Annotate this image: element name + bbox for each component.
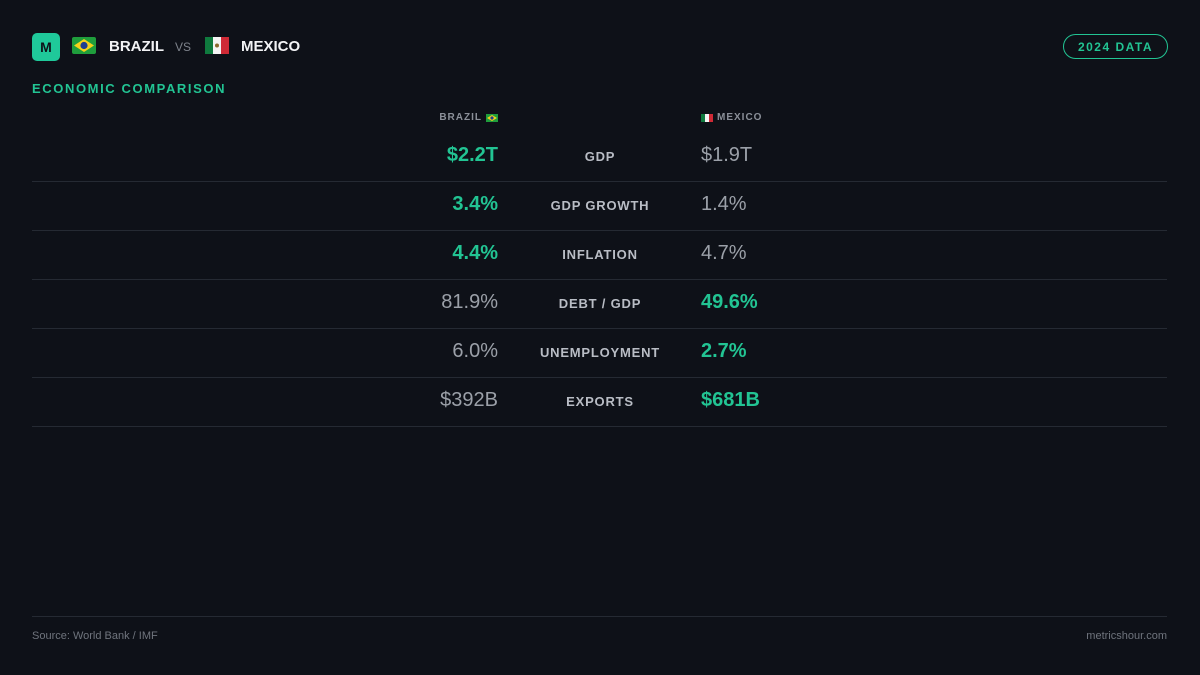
table-row: $2.2T GDP $1.9T (32, 132, 1167, 182)
mexico-flag (701, 113, 713, 122)
versus: VS (175, 40, 192, 54)
source: Source: World Bank / IMF (32, 630, 158, 642)
metric-label: INFLATION (562, 247, 638, 262)
brazil-value: $392B (440, 389, 498, 411)
brazil-value: $2.2T (446, 144, 498, 166)
metric-label: GDP (584, 149, 616, 164)
mexico-flag (205, 37, 229, 54)
metric-label: EXPORTS (566, 394, 634, 409)
metric-label: DEBT / GDP (558, 296, 642, 311)
left-country: BRAZIL (109, 38, 164, 55)
divider (32, 616, 1167, 617)
metric-label: UNEMPLOYMENT (539, 345, 661, 360)
column-header: MEXICO (701, 112, 762, 123)
column-label: BRAZIL (439, 112, 482, 123)
brazil-value: 81.9% (441, 291, 498, 313)
table-row: 4.4% INFLATION 4.7% (32, 230, 1167, 280)
mexico-value: $1.9T (701, 144, 753, 166)
column-header: BRAZIL (439, 112, 498, 123)
table-row: 81.9% DEBT / GDP 49.6% (32, 279, 1167, 329)
brazil-value: 6.0% (452, 340, 498, 362)
metric-label: GDP GROWTH (550, 198, 650, 213)
table-row: 6.0% UNEMPLOYMENT 2.7% (32, 328, 1167, 378)
mexico-value: 2.7% (701, 340, 747, 362)
section-title: ECONOMIC COMPARISON (32, 81, 227, 96)
table-row: 3.4% GDP GROWTH 1.4% (32, 181, 1167, 231)
badge: 2024 DATA (1063, 34, 1168, 59)
brazil-value: 4.4% (452, 242, 498, 264)
mexico-value: $681B (701, 389, 760, 411)
site: metricshour.com (1086, 630, 1167, 642)
brazil-value: 3.4% (452, 193, 498, 215)
table-row: $392B EXPORTS $681B (32, 377, 1167, 427)
mexico-value: 1.4% (701, 193, 747, 215)
mexico-value: 4.7% (701, 242, 747, 264)
brazil-flag (72, 37, 96, 54)
logo: M (32, 33, 60, 61)
column-label: MEXICO (717, 112, 763, 123)
right-country: MEXICO (241, 38, 301, 55)
brazil-flag (486, 113, 498, 122)
mexico-value: 49.6% (701, 291, 758, 313)
